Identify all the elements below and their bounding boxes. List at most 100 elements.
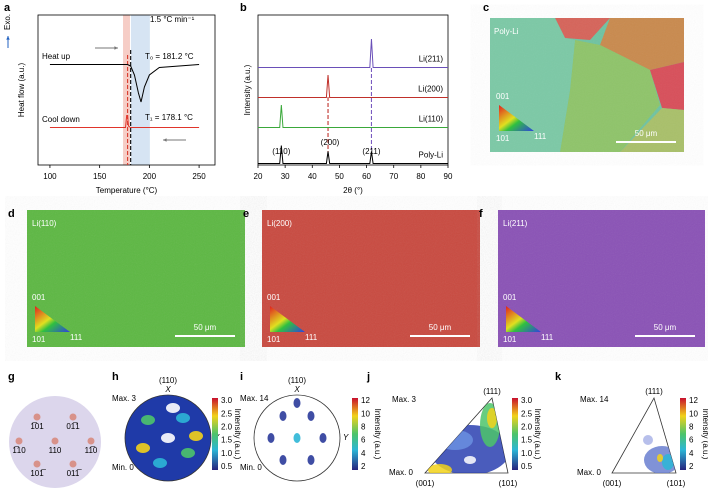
intensity-blob xyxy=(279,411,287,421)
intensity-blob xyxy=(267,433,275,443)
colorbar-tick-label: 2 xyxy=(689,462,694,471)
intensity-blob xyxy=(181,448,195,458)
label: Max. 14 xyxy=(240,394,269,403)
scale-label: 50 μm xyxy=(194,323,217,332)
label: 001 xyxy=(267,293,281,302)
colorbar-tick-label: 2.5 xyxy=(521,409,533,418)
x-tick-label: 250 xyxy=(192,172,206,181)
label: Li(110) xyxy=(32,219,57,228)
intensity-blob xyxy=(437,430,473,450)
panel-letter: b xyxy=(240,2,247,14)
colorbar-tick-label: 12 xyxy=(689,396,698,405)
label: Max. 3 xyxy=(112,394,137,403)
intensity-blob xyxy=(141,415,155,425)
label: Li(200) xyxy=(267,219,292,228)
pole-label: 01̅1 xyxy=(66,422,80,431)
colorbar-title: Intensity (a.u.) xyxy=(233,409,242,460)
x-tick-label: 30 xyxy=(281,172,290,181)
y-axis-label: Heat flow (a.u.) xyxy=(17,63,26,118)
intensity-blob xyxy=(487,408,497,428)
label: 101 xyxy=(267,335,281,344)
panel-letter: e xyxy=(243,208,249,220)
colorbar-tick-label: 1.5 xyxy=(221,436,233,445)
series-label: Heat up xyxy=(42,52,71,61)
plot-frame xyxy=(37,14,216,166)
series-label: Li(211) xyxy=(419,55,444,64)
series-line xyxy=(258,38,448,68)
label: (001) xyxy=(416,479,435,488)
colorbar-tick-label: 1.0 xyxy=(521,449,533,458)
band xyxy=(123,15,130,165)
scale-label: 50 μm xyxy=(429,323,452,332)
x-tick-label: 60 xyxy=(362,172,371,181)
series-line xyxy=(258,74,448,98)
x-tick-label: 50 xyxy=(335,172,344,181)
peak-label: (110) xyxy=(272,147,290,156)
pole-label: 011̅ xyxy=(67,469,83,478)
colorbar-tick-label: 0.5 xyxy=(521,462,533,471)
panel-letter: a xyxy=(4,2,11,14)
colorbar xyxy=(512,398,518,470)
panel-letter: k xyxy=(555,371,562,383)
annotation: T₁ = 178.1 °C xyxy=(145,113,193,122)
intensity-blob xyxy=(136,443,150,453)
panel-letter: c xyxy=(483,2,489,14)
colorbar xyxy=(212,398,218,470)
label: Li(211) xyxy=(503,219,528,228)
x-tick-label: 90 xyxy=(444,172,453,181)
scale-label: 50 μm xyxy=(654,323,677,332)
pole-label: 110 xyxy=(49,446,62,455)
label: (001) xyxy=(603,479,622,488)
label: X xyxy=(164,385,171,394)
label: 111 xyxy=(70,333,83,342)
pole-dot xyxy=(69,413,77,421)
series-label: Li(110) xyxy=(419,115,444,124)
colorbar-tick-label: 4 xyxy=(689,449,694,458)
label: 101 xyxy=(503,335,517,344)
intensity-blob xyxy=(153,458,167,468)
panel-letter: j xyxy=(366,371,370,383)
ipf-triangle xyxy=(270,306,305,332)
label: Min. 0 xyxy=(240,463,262,472)
texture xyxy=(262,210,480,347)
pole-dot xyxy=(87,437,95,445)
intensity-blob xyxy=(319,433,327,443)
series-line xyxy=(258,145,448,164)
label: 111 xyxy=(541,333,554,342)
x-tick-label: 200 xyxy=(143,172,157,181)
panel-letter: f xyxy=(479,208,483,220)
exo-label: Exo. xyxy=(3,14,12,30)
label: X xyxy=(293,385,300,394)
colorbar-tick-label: 3.0 xyxy=(521,396,533,405)
label: (101) xyxy=(499,479,518,488)
arrow-head xyxy=(6,36,10,40)
label: Y xyxy=(343,433,349,442)
pole-label: 101̅ xyxy=(30,469,46,478)
label: Poly-Li xyxy=(494,27,519,36)
colorbar xyxy=(680,398,686,470)
pole-label: 1̅10 xyxy=(12,446,26,455)
label: Min. 0 xyxy=(112,463,134,472)
label: 101 xyxy=(32,335,46,344)
intensity-blob xyxy=(662,454,674,470)
pole-dot xyxy=(33,460,41,468)
label: (110) xyxy=(159,376,177,385)
label: 001 xyxy=(503,293,517,302)
label: 001 xyxy=(32,293,46,302)
colorbar-tick-label: 6 xyxy=(361,436,366,445)
rate-label: 1.5 °C min⁻¹ xyxy=(150,15,195,24)
x-axis-label: 2θ (°) xyxy=(343,186,363,195)
plot-frame xyxy=(257,14,449,166)
x-tick-label: 70 xyxy=(389,172,398,181)
label: Max. 0 xyxy=(389,468,414,477)
panel-letter: d xyxy=(8,208,15,220)
intensity-blob xyxy=(279,455,287,465)
ipf-triangle xyxy=(499,105,534,131)
label: Max. 14 xyxy=(580,395,609,404)
intensity-blob xyxy=(166,403,180,413)
label: 101 xyxy=(496,134,510,143)
label: Max. 0 xyxy=(577,468,602,477)
colorbar-tick-label: 3.0 xyxy=(221,396,233,405)
annotation: T₀ = 181.2 °C xyxy=(145,52,194,61)
panel-letter: i xyxy=(240,371,243,383)
